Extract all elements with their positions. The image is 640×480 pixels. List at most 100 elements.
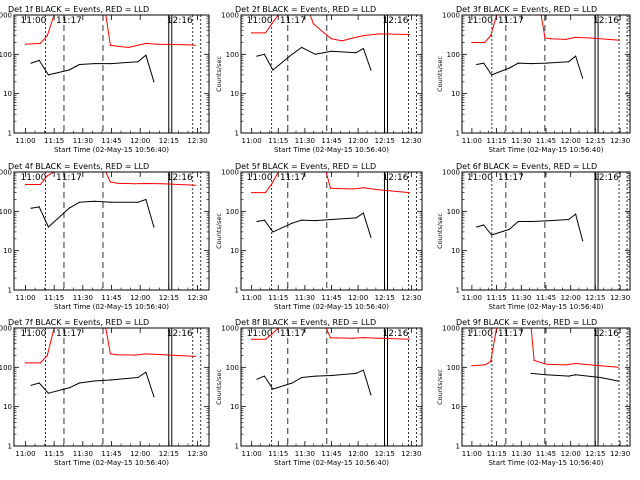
x-axis-label: Start Time (02-May-15 10:56:40) bbox=[488, 303, 603, 311]
data-point bbox=[370, 236, 372, 238]
data-point bbox=[568, 61, 570, 63]
y-tick-label: 10 bbox=[230, 247, 239, 255]
data-point bbox=[145, 54, 147, 56]
y-tick-label: 1 bbox=[235, 130, 239, 138]
data-point bbox=[156, 43, 158, 45]
data-point bbox=[336, 337, 338, 339]
data-point bbox=[256, 55, 258, 57]
x-tick-label: 12:15 bbox=[375, 450, 395, 458]
marker-label-e: 11:00 bbox=[20, 16, 46, 26]
data-point bbox=[362, 337, 364, 339]
x-tick-label: 12:15 bbox=[159, 137, 179, 145]
y-tick-label: 100 bbox=[0, 364, 12, 372]
data-point bbox=[378, 337, 380, 339]
y-tick-label: 1 bbox=[456, 287, 460, 295]
data-point bbox=[251, 192, 253, 194]
data-point bbox=[78, 382, 80, 384]
x-axis-label: Start Time (02-May-15 10:56:40) bbox=[488, 459, 603, 467]
panel-title: Det 8f BLACK = Events, RED = LLD bbox=[235, 318, 376, 327]
y-tick-label: 1000 bbox=[442, 12, 460, 20]
data-point bbox=[68, 387, 70, 389]
x-tick-label: 12:00 bbox=[561, 450, 581, 458]
data-point bbox=[484, 41, 486, 44]
data-point bbox=[370, 394, 372, 396]
data-point bbox=[38, 206, 40, 208]
data-point bbox=[378, 33, 380, 35]
data-point bbox=[30, 62, 32, 64]
plot-frame bbox=[13, 327, 210, 447]
x-tick-label: 11:45 bbox=[536, 294, 556, 302]
data-point bbox=[341, 40, 343, 42]
series-line-lld bbox=[25, 15, 196, 48]
panel-4: Det 4f BLACK = Events, RED = LLD 1 10 100 10… bbox=[0, 162, 210, 311]
x-tick-label: 11:15 bbox=[44, 137, 64, 145]
panel-3: Det 3f BLACK = Events, RED = LLD 1 10 100 10… bbox=[436, 5, 631, 154]
x-tick-label: 12:15 bbox=[375, 294, 395, 302]
panel-1: Det 1f BLACK = Events, RED = LLD 1 10 100 10… bbox=[0, 5, 210, 154]
series-line-events bbox=[256, 46, 372, 71]
y-axis-label: Counts/sec bbox=[436, 56, 444, 92]
x-tick-label: 12:30 bbox=[401, 294, 421, 302]
marker-label-s: 11:17 bbox=[498, 329, 524, 339]
y-tick-label: 1000 bbox=[0, 169, 12, 177]
data-point bbox=[589, 37, 592, 39]
y-tick-label: 1000 bbox=[442, 325, 460, 333]
x-tick-label: 12:00 bbox=[348, 450, 368, 458]
panel-title: Det 7f BLACK = Events, RED = LLD bbox=[8, 318, 149, 327]
marker-label-s: 11:17 bbox=[280, 173, 306, 183]
data-point bbox=[490, 361, 492, 363]
x-tick-label: 11:45 bbox=[321, 294, 341, 302]
y-tick-label: 1000 bbox=[0, 12, 12, 20]
data-point bbox=[329, 337, 331, 339]
x-tick-label: 11:45 bbox=[536, 137, 556, 145]
x-tick-label: 12:30 bbox=[610, 294, 630, 302]
data-point bbox=[162, 354, 164, 356]
marker-label-fe: 12:16 bbox=[593, 16, 619, 26]
x-tick-label: 11:00 bbox=[462, 450, 482, 458]
series-line-events bbox=[531, 372, 619, 382]
data-point bbox=[68, 69, 70, 71]
x-tick-label: 12:30 bbox=[187, 137, 207, 145]
x-axis-label: Start Time (02-May-15 10:56:40) bbox=[488, 146, 603, 154]
data-point bbox=[484, 364, 486, 366]
data-point bbox=[329, 187, 331, 189]
x-tick-label: 12:15 bbox=[585, 294, 605, 302]
data-point bbox=[291, 382, 293, 384]
y-axis-label: Counts/sec bbox=[215, 213, 223, 249]
data-point bbox=[153, 226, 155, 228]
data-point bbox=[362, 48, 364, 50]
data-point bbox=[370, 69, 372, 71]
x-tick-label: 11:30 bbox=[511, 450, 531, 458]
data-point bbox=[272, 388, 274, 390]
data-point bbox=[271, 23, 273, 25]
x-tick-label: 11:30 bbox=[295, 137, 315, 145]
marker-label-fe: 12:16 bbox=[383, 329, 409, 339]
data-point bbox=[264, 338, 267, 340]
data-point bbox=[109, 44, 111, 46]
x-tick-label: 11:45 bbox=[101, 450, 121, 458]
data-point bbox=[355, 52, 357, 54]
x-tick-label: 12:30 bbox=[187, 450, 207, 458]
y-axis-label: Counts/sec bbox=[436, 213, 444, 249]
data-point bbox=[568, 375, 570, 377]
data-point bbox=[263, 219, 265, 221]
x-tick-label: 11:15 bbox=[486, 450, 506, 458]
plot-frame bbox=[240, 327, 423, 447]
panel-6: Det 6f BLACK = Events, RED = LLD 1 10 100 10… bbox=[436, 162, 631, 311]
x-tick-label: 11:15 bbox=[486, 294, 506, 302]
plot-frame bbox=[13, 171, 210, 291]
data-point bbox=[30, 384, 32, 386]
series-group bbox=[251, 172, 410, 238]
x-tick-label: 12:00 bbox=[130, 294, 150, 302]
y-axis-label: Counts/sec bbox=[436, 369, 444, 405]
y-tick-label: 1 bbox=[456, 443, 460, 451]
data-point bbox=[565, 364, 567, 366]
x-tick-label: 11:30 bbox=[295, 294, 315, 302]
series-line-events bbox=[256, 369, 372, 395]
data-point bbox=[408, 192, 410, 194]
x-tick-label: 12:15 bbox=[159, 450, 179, 458]
y-tick-label: 100 bbox=[447, 51, 460, 59]
data-point bbox=[508, 228, 510, 230]
y-tick-label: 10 bbox=[3, 247, 12, 255]
